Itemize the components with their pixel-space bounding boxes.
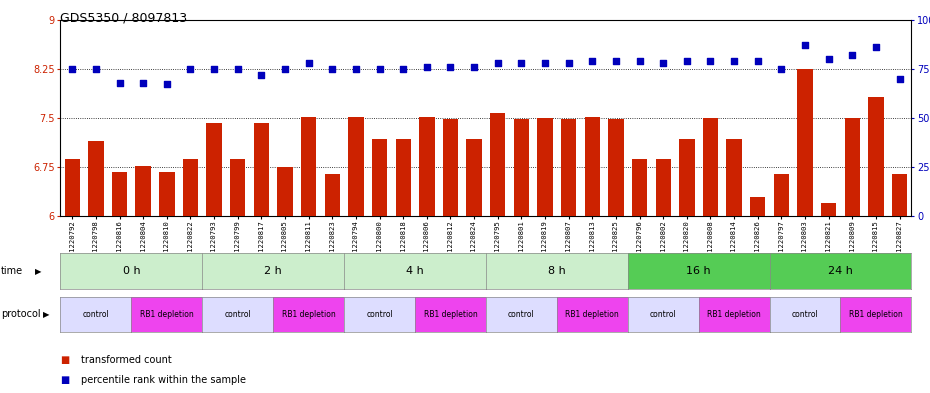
Point [396, 66, 411, 72]
Bar [869, 97, 883, 216]
Bar [774, 174, 789, 216]
Text: 8 h: 8 h [548, 266, 565, 276]
Point [514, 60, 529, 66]
Point [349, 66, 364, 72]
Point [821, 56, 836, 62]
Point [231, 66, 246, 72]
Text: protocol: protocol [1, 309, 41, 320]
Bar [230, 158, 246, 216]
Point [301, 60, 316, 66]
Text: ■: ■ [60, 375, 70, 385]
Text: percentile rank within the sample: percentile rank within the sample [81, 375, 246, 385]
Bar [136, 166, 151, 216]
Text: ▶: ▶ [35, 267, 42, 275]
Bar [608, 119, 624, 216]
Point [113, 79, 127, 86]
Bar [183, 158, 198, 216]
Point [751, 58, 765, 64]
Text: control: control [366, 310, 393, 319]
Bar [467, 139, 482, 216]
Text: transformed count: transformed count [81, 354, 172, 365]
Bar [419, 117, 434, 216]
Point [159, 81, 174, 88]
Point [561, 60, 576, 66]
Point [538, 60, 552, 66]
Bar [325, 174, 340, 216]
Point [703, 58, 718, 64]
Text: control: control [791, 310, 818, 319]
Point [183, 66, 198, 72]
Bar [64, 159, 80, 216]
Bar [443, 119, 458, 216]
Text: 2 h: 2 h [264, 266, 282, 276]
Bar [538, 118, 552, 216]
Text: control: control [224, 310, 251, 319]
Bar [277, 167, 293, 216]
Point [88, 66, 103, 72]
Bar [88, 141, 103, 216]
Bar [703, 118, 718, 216]
Point [277, 66, 292, 72]
Point [419, 64, 434, 70]
Point [680, 58, 695, 64]
Point [726, 58, 741, 64]
Bar [490, 113, 505, 216]
Text: RB1 depletion: RB1 depletion [849, 310, 903, 319]
Point [632, 58, 647, 64]
Bar [631, 158, 647, 216]
Text: 24 h: 24 h [828, 266, 853, 276]
Point [372, 66, 387, 72]
Point [206, 66, 221, 72]
Bar [751, 196, 765, 216]
Text: RB1 depletion: RB1 depletion [282, 310, 336, 319]
Text: 4 h: 4 h [406, 266, 424, 276]
Text: control: control [650, 310, 677, 319]
Bar [844, 118, 860, 216]
Bar [585, 117, 600, 216]
Text: time: time [1, 266, 23, 276]
Point [774, 66, 789, 72]
Point [254, 72, 269, 78]
Point [443, 64, 458, 70]
Point [136, 79, 151, 86]
Bar [206, 123, 221, 216]
Bar [372, 139, 387, 216]
Text: control: control [508, 310, 535, 319]
Point [467, 64, 482, 70]
Point [585, 58, 600, 64]
Bar [348, 117, 364, 216]
Bar [679, 139, 695, 216]
Point [656, 60, 671, 66]
Text: RB1 depletion: RB1 depletion [140, 310, 193, 319]
Text: RB1 depletion: RB1 depletion [707, 310, 761, 319]
Text: 0 h: 0 h [123, 266, 140, 276]
Text: control: control [83, 310, 110, 319]
Point [65, 66, 80, 72]
Point [869, 44, 883, 50]
Bar [513, 119, 529, 216]
Bar [726, 139, 742, 216]
Point [608, 58, 623, 64]
Text: 16 h: 16 h [686, 266, 711, 276]
Bar [656, 158, 671, 216]
Bar [821, 203, 836, 216]
Bar [254, 123, 269, 216]
Text: ▶: ▶ [43, 310, 49, 319]
Text: GDS5350 / 8097813: GDS5350 / 8097813 [60, 12, 188, 25]
Point [798, 42, 813, 48]
Bar [892, 174, 908, 216]
Bar [395, 139, 411, 216]
Bar [797, 69, 813, 216]
Text: RB1 depletion: RB1 depletion [565, 310, 619, 319]
Bar [301, 117, 316, 216]
Bar [159, 172, 175, 216]
Bar [561, 119, 577, 216]
Text: RB1 depletion: RB1 depletion [423, 310, 477, 319]
Text: ■: ■ [60, 354, 70, 365]
Point [892, 75, 907, 82]
Bar [112, 172, 127, 216]
Point [325, 66, 339, 72]
Point [490, 60, 505, 66]
Point [844, 52, 859, 58]
